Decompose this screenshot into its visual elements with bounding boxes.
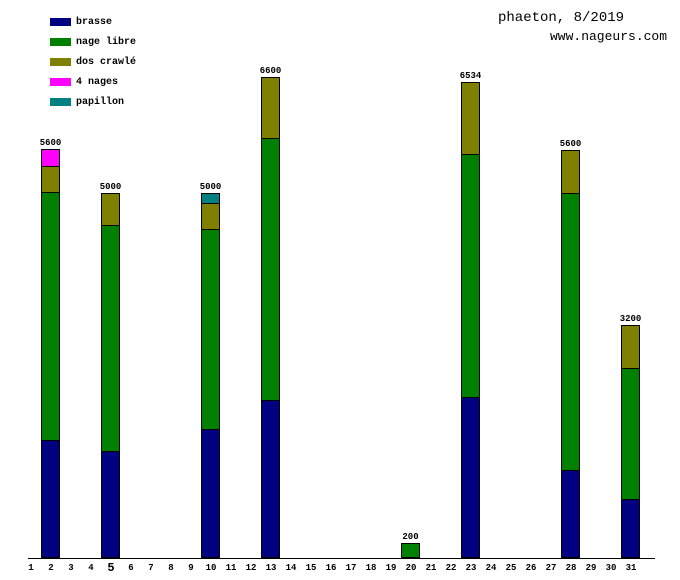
bar-day-31: [621, 325, 640, 558]
bar-day-28-segment-brasse: [561, 471, 580, 558]
legend-swatch-papillon: [50, 98, 71, 106]
x-axis-label-4: 4: [88, 563, 94, 573]
bar-total-label-day-2: 5600: [39, 138, 62, 148]
bar-total-label-day-31: 3200: [619, 314, 642, 324]
website-link[interactable]: www.nageurs.com: [550, 29, 668, 44]
bar-day-28: [561, 150, 580, 558]
x-axis-label-27: 27: [545, 563, 557, 573]
chart-title: phaeton, 8/2019: [498, 10, 625, 26]
x-axis-label-15: 15: [305, 563, 317, 573]
bar-day-5-segment-dos-crawlé: [101, 193, 120, 226]
x-axis-label-25: 25: [505, 563, 517, 573]
bar-day-20: [401, 543, 420, 558]
x-axis-label-11: 11: [225, 563, 237, 573]
bar-day-13-segment-dos-crawlé: [261, 77, 280, 139]
x-axis-line: [28, 558, 655, 559]
bar-total-label-day-28: 5600: [559, 139, 582, 149]
x-axis-label-30: 30: [605, 563, 617, 573]
bar-total-label-day-23: 6534: [459, 71, 482, 81]
bar-total-label-day-13: 6600: [259, 66, 282, 76]
x-axis-label-16: 16: [325, 563, 337, 573]
bar-day-31-segment-nage-libre: [621, 369, 640, 500]
x-axis-label-17: 17: [345, 563, 357, 573]
bar-day-10-segment-brasse: [201, 430, 220, 558]
bar-day-5-segment-brasse: [101, 452, 120, 558]
x-axis-label-20: 20: [405, 563, 417, 573]
chart-legend: brasse nage libre dos crawlé 4 nages papillo…: [50, 12, 136, 112]
bar-day-31-segment-dos-crawlé: [621, 325, 640, 369]
legend-swatch-4-nages: [50, 78, 71, 86]
x-axis-label-1: 1: [28, 563, 34, 573]
bar-day-2: [41, 149, 60, 558]
x-axis-label-9: 9: [188, 563, 194, 573]
legend-item-nage-libre: nage libre: [50, 32, 136, 52]
x-axis-label-31: 31: [625, 563, 637, 573]
x-axis-label-3: 3: [68, 563, 74, 573]
x-axis-label-8: 8: [168, 563, 174, 573]
x-axis-label-5: 5: [107, 561, 115, 575]
legend-label-nage-libre: nage libre: [76, 36, 137, 48]
bar-total-label-day-5: 5000: [99, 182, 122, 192]
bar-day-10-segment-papillon: [201, 193, 220, 204]
bar-day-10-segment-dos-crawlé: [201, 204, 220, 230]
legend-label-papillon: papillon: [76, 96, 125, 108]
legend-item-papillon: papillon: [50, 92, 136, 112]
bar-day-5-segment-nage-libre: [101, 226, 120, 452]
bar-day-23: [461, 82, 480, 558]
bar-day-28-segment-nage-libre: [561, 194, 580, 471]
bar-day-2-segment-dos-crawlé: [41, 167, 60, 193]
x-axis-label-22: 22: [445, 563, 457, 573]
x-axis-label-2: 2: [48, 563, 54, 573]
legend-swatch-nage-libre: [50, 38, 71, 46]
legend-label-4-nages: 4 nages: [76, 76, 119, 88]
x-axis-label-24: 24: [485, 563, 497, 573]
bar-day-23-segment-nage-libre: [461, 155, 480, 398]
x-axis-label-13: 13: [265, 563, 277, 573]
legend-label-brasse: brasse: [76, 16, 113, 28]
x-axis-label-21: 21: [425, 563, 437, 573]
bar-day-13-segment-brasse: [261, 401, 280, 558]
bar-day-23-segment-dos-crawlé: [461, 82, 480, 155]
bar-total-label-day-10: 5000: [199, 182, 222, 192]
legend-swatch-dos-crawle: [50, 58, 71, 66]
bar-day-23-segment-brasse: [461, 398, 480, 558]
x-axis-label-6: 6: [128, 563, 134, 573]
bar-day-2-segment-nage-libre: [41, 193, 60, 441]
x-axis-label-7: 7: [148, 563, 154, 573]
x-axis-label-12: 12: [245, 563, 257, 573]
x-axis-label-10: 10: [205, 563, 217, 573]
bar-day-2-segment-4-nages: [41, 149, 60, 167]
bar-day-5: [101, 193, 120, 558]
bar-day-13: [261, 77, 280, 558]
legend-label-dos-crawle: dos crawlé: [76, 56, 137, 68]
bar-day-10: [201, 193, 220, 558]
x-axis-label-14: 14: [285, 563, 297, 573]
bar-total-label-day-20: 200: [402, 532, 419, 542]
x-axis-label-19: 19: [385, 563, 397, 573]
x-axis-label-23: 23: [465, 563, 477, 573]
legend-item-4-nages: 4 nages: [50, 72, 136, 92]
legend-item-brasse: brasse: [50, 12, 136, 32]
bar-day-10-segment-nage-libre: [201, 230, 220, 430]
x-axis-label-18: 18: [365, 563, 377, 573]
bar-day-20-segment-nage-libre: [401, 543, 420, 558]
bar-day-13-segment-nage-libre: [261, 139, 280, 401]
legend-swatch-brasse: [50, 18, 71, 26]
x-axis-label-29: 29: [585, 563, 597, 573]
bar-day-28-segment-dos-crawlé: [561, 150, 580, 194]
bar-day-31-segment-brasse: [621, 500, 640, 558]
bar-day-2-segment-brasse: [41, 441, 60, 558]
legend-item-dos-crawle: dos crawlé: [50, 52, 136, 72]
x-axis-label-26: 26: [525, 563, 537, 573]
x-axis-label-28: 28: [565, 563, 577, 573]
